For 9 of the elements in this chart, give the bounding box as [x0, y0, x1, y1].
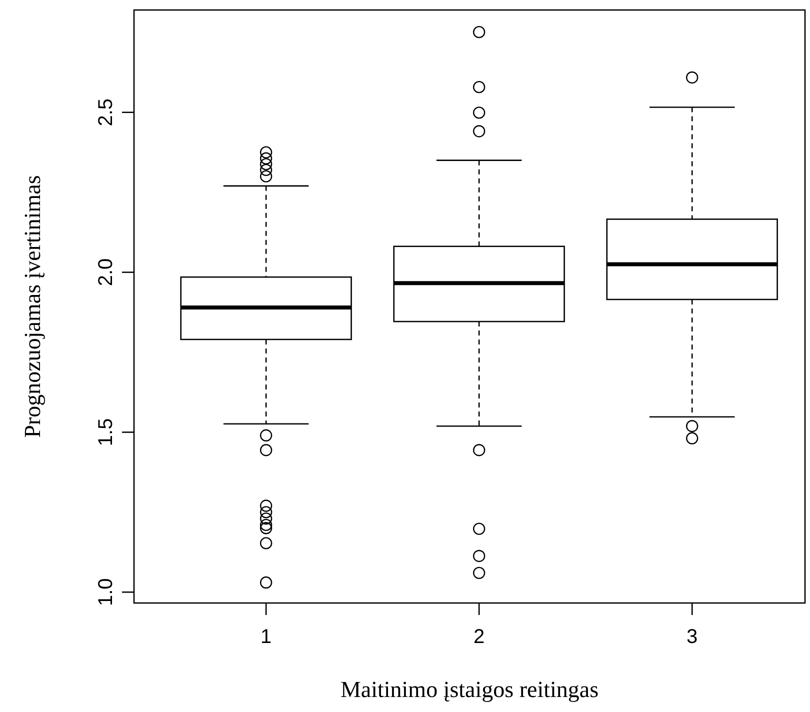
y-tick-label: 1.5	[95, 418, 117, 446]
y-tick-label: 2.5	[95, 98, 117, 126]
y-tick-label: 1.0	[95, 578, 117, 606]
x-tick-label: 1	[260, 626, 272, 648]
y-axis-title: Prognozuojamas įvertinimas	[20, 175, 45, 438]
x-tick-label: 2	[474, 626, 485, 648]
y-tick-label: 2.0	[95, 258, 117, 286]
x-tick-label: 3	[686, 626, 698, 648]
x-axis-title: Maitinimo įstaigos reitingas	[340, 677, 599, 702]
